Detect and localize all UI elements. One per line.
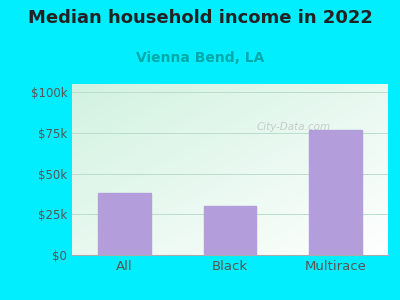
Text: Vienna Bend, LA: Vienna Bend, LA bbox=[136, 51, 264, 65]
Text: City-Data.com: City-Data.com bbox=[256, 122, 330, 132]
Bar bbox=[309, 130, 362, 255]
Text: Median household income in 2022: Median household income in 2022 bbox=[28, 9, 372, 27]
Bar bbox=[204, 206, 256, 255]
Bar bbox=[98, 193, 151, 255]
